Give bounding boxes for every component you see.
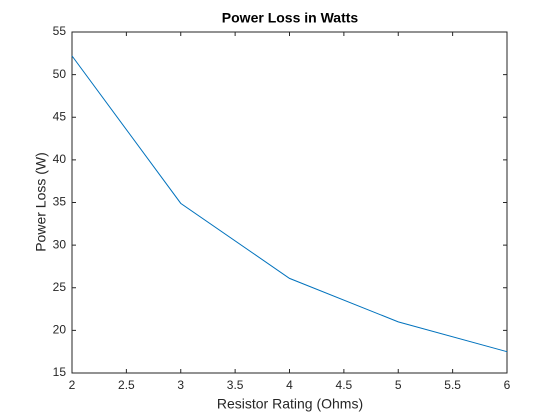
y-tick-label: 35 — [53, 195, 67, 209]
line-series — [71, 55, 508, 353]
y-tick-label: 25 — [53, 280, 67, 294]
x-tick-label: 4 — [286, 378, 293, 392]
y-tick-label: 15 — [53, 365, 67, 379]
plot-area — [71, 31, 508, 374]
x-tick-label: 4.5 — [336, 378, 353, 392]
x-tick-label: 5.5 — [444, 378, 461, 392]
x-tick-label: 3.5 — [227, 378, 244, 392]
x-tick-label: 6 — [504, 378, 511, 392]
y-tick-label: 45 — [53, 109, 67, 123]
y-tick-label: 50 — [53, 67, 67, 81]
y-tick-label: 55 — [53, 24, 67, 38]
y-tick-label: 40 — [53, 152, 67, 166]
x-tick-label: 2.5 — [118, 378, 135, 392]
x-tick-label: 3 — [177, 378, 184, 392]
y-tick-label: 20 — [53, 323, 67, 337]
x-axis-label: Resistor Rating (Ohms) — [217, 396, 363, 412]
y-tick-label: 30 — [53, 237, 67, 251]
x-tick-label: 2 — [69, 378, 76, 392]
chart-title: Power Loss in Watts — [222, 10, 359, 26]
x-tick-label: 5 — [395, 378, 402, 392]
y-axis-label: Power Loss (W) — [33, 152, 49, 252]
